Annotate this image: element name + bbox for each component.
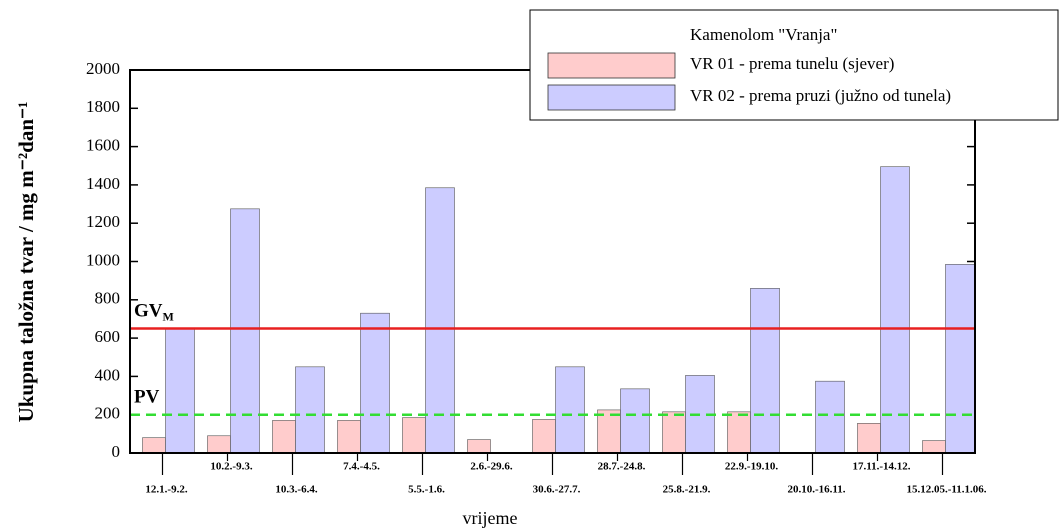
y-tick-label: 1200 [86,212,120,231]
y-tick-label: 200 [95,404,121,423]
y-tick-label: 1600 [86,136,120,155]
bar [555,366,585,454]
x-tick-label: 25.8.-21.9. [663,484,711,496]
bar [230,208,260,454]
x-tick-label: 22.9.-19.10. [725,461,778,473]
bar [815,380,845,454]
bar [750,288,780,454]
legend-label: VR 02 - prema pruzi (južno od tunela) [690,86,951,105]
legend-swatch [547,84,676,111]
x-tick-label: 12.1.-9.2. [145,484,187,496]
reference-label: PV [134,387,160,408]
x-tick-label: 5.5.-1.6. [408,484,445,496]
bar [532,419,556,454]
x-tick-label: 30.6.-27.7. [533,484,581,496]
bar [467,439,491,454]
bar [880,166,910,454]
x-axis-label: vrijeme [463,508,518,528]
bar [597,409,621,454]
bar [727,411,751,454]
y-tick-label: 1800 [86,97,120,116]
bar [360,312,390,454]
x-tick-label: 7.4.-4.5. [343,461,380,473]
legend-label: VR 01 - prema tunelu (sjever) [690,54,894,73]
bar [857,423,881,454]
y-tick-label: 400 [95,365,121,384]
x-tick-label: 17.11.-14.12. [852,461,910,473]
legend-title: Kamenolom "Vranja" [690,25,837,44]
y-tick-label: 600 [95,327,121,346]
bar [425,187,455,454]
bar [662,411,686,454]
x-tick-label: 10.3.-6.4. [275,484,317,496]
bar [165,328,195,454]
reference-label: GVM [134,301,174,323]
y-tick-label: 2000 [86,59,120,78]
y-axis-label: Ukupna taložna tvar / mg m⁻²dan⁻¹ [14,102,38,423]
bar [272,420,296,454]
bar [945,264,975,454]
y-tick-label: 1000 [86,250,120,269]
bar [295,366,325,454]
x-tick-label: 10.2.-9.3. [210,461,252,473]
bar [402,417,426,454]
bar [620,388,650,454]
bar [207,435,231,454]
legend-swatch [547,52,676,79]
x-tick-label: 28.7.-24.8. [598,461,646,473]
y-tick-label: 1400 [86,174,120,193]
bar [922,440,946,454]
bar [337,420,361,454]
reference-label-text: GV [134,301,163,322]
x-tick-label: 15.12.05.-11.1.06. [906,484,986,496]
reference-label-subscript: M [163,309,174,323]
x-tick-label: 20.10.-16.11. [787,484,845,496]
y-tick-label: 0 [112,442,121,461]
x-tick-label: 2.6.-29.6. [470,461,512,473]
reference-label-text: PV [134,387,160,408]
bar [142,437,166,454]
y-tick-label: 800 [95,289,121,308]
